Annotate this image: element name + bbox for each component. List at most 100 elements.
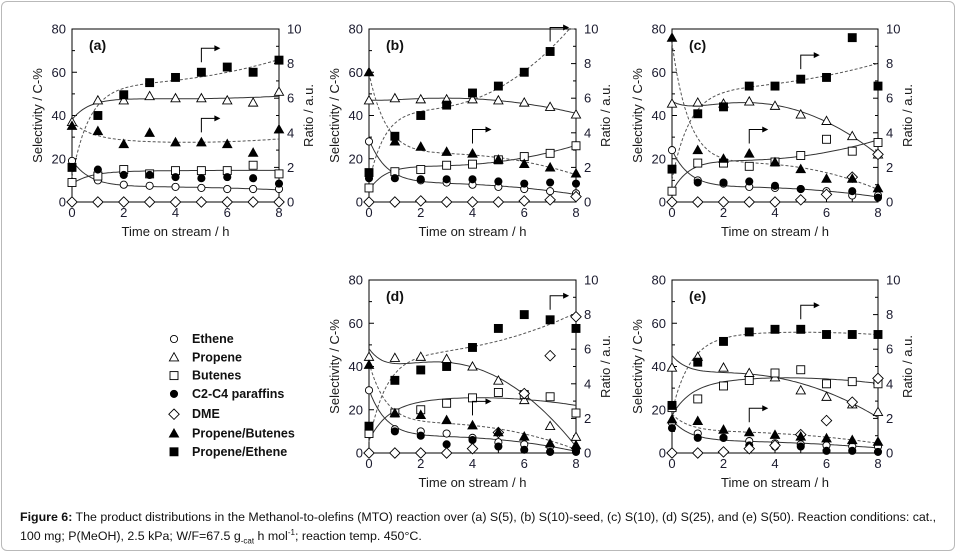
- point-butenes: [545, 392, 555, 402]
- y-tick-label: 60: [52, 65, 66, 80]
- x-axis-label: Time on stream / h: [419, 224, 527, 239]
- y2-tick-label: 6: [584, 91, 591, 106]
- point-propene-ethene: [390, 131, 400, 141]
- point-ethene: [223, 184, 232, 194]
- y-tick-label: 60: [652, 65, 666, 80]
- y-tick-label: 20: [349, 402, 363, 417]
- y2-tick-label: 2: [584, 160, 591, 175]
- point-propene-ethene: [171, 72, 180, 82]
- y-tick-label: 20: [652, 151, 666, 166]
- y-tick-label: 80: [349, 273, 363, 288]
- point-propene-butenes: [743, 148, 755, 158]
- point-propene-butenes: [795, 163, 807, 174]
- point-dme: [769, 439, 781, 452]
- point-propene-butenes: [389, 135, 401, 146]
- point-c2-c4-paraffins: [442, 440, 451, 449]
- point-c2-c4-paraffins: [667, 424, 677, 433]
- point-propene-ethene: [667, 164, 677, 174]
- right-axis-arrow-icon: [472, 398, 492, 416]
- y-tick-label: 40: [652, 108, 666, 123]
- x-tick-label: 2: [417, 456, 424, 471]
- point-propene-ethene: [519, 310, 529, 320]
- point-propene: [821, 115, 832, 125]
- point-c2-c4-paraffins: [796, 442, 805, 451]
- point-ethene: [442, 429, 451, 438]
- y-axis-label: Selectivity / C-%: [630, 68, 645, 163]
- panel-b: 0 20 40 60 80 0 2 4 6 8 10 0 2 4 6 8 Time on stream / h S…: [327, 22, 613, 240]
- y-tick-label: 40: [652, 359, 666, 374]
- point-propene-ethene: [822, 72, 831, 82]
- point-propene: [544, 101, 556, 111]
- point-butenes: [416, 165, 426, 175]
- right-axis-arrow-icon: [549, 292, 570, 310]
- x-tick-label: 8: [572, 205, 579, 220]
- y-tick-label: 0: [659, 195, 666, 210]
- point-butenes: [493, 388, 503, 397]
- legend-marker-propene-icon: [168, 351, 180, 362]
- point-butenes: [796, 151, 806, 160]
- legend-item-butenes: Butenes: [169, 369, 241, 383]
- legend: Ethene Propene Butenes C2-C4 paraffins DME Pr…: [168, 332, 295, 459]
- legend-label: Ethene: [192, 332, 234, 346]
- point-c2-c4-paraffins: [796, 184, 805, 194]
- point-dme: [92, 196, 104, 208]
- point-propene-butenes: [666, 32, 678, 42]
- point-butenes: [796, 365, 806, 375]
- x-tick-label: 8: [275, 205, 282, 220]
- point-c2-c4-paraffins: [571, 179, 581, 188]
- legend-item-c2-c4-paraffins: C2-C4 paraffins: [169, 387, 284, 401]
- point-propene-ethene: [416, 111, 426, 120]
- point-propene: [493, 375, 504, 385]
- point-propene: [467, 360, 478, 371]
- point-c2-c4-paraffins: [468, 435, 477, 445]
- panel-e: 0 20 40 60 80 0 2 4 6 8 10 0 2 4 6 8 Time on stream / h S…: [630, 273, 915, 491]
- point-propene-butenes: [544, 437, 556, 448]
- point-propene: [389, 92, 401, 103]
- point-butenes: [822, 379, 831, 389]
- y2-tick-label: 6: [287, 91, 294, 106]
- point-propene-butenes: [718, 153, 729, 163]
- y2-tick-label: 6: [886, 342, 893, 357]
- legend-label: Propene/Butenes: [192, 427, 295, 441]
- point-dme: [66, 196, 78, 208]
- point-propene-ethene: [519, 67, 529, 77]
- x-tick-label: 4: [469, 205, 476, 220]
- point-ethene: [364, 386, 374, 395]
- point-c2-c4-paraffins: [416, 431, 425, 440]
- point-propene-ethene: [545, 315, 555, 325]
- point-c2-c4-paraffins: [873, 193, 883, 202]
- right-axis-arrow-icon: [748, 405, 769, 423]
- point-propene-butenes: [692, 144, 704, 155]
- point-dme: [143, 196, 156, 208]
- right-axis-arrow-icon: [800, 52, 820, 70]
- legend-label: Butenes: [192, 369, 241, 383]
- point-dme: [570, 310, 582, 323]
- point-c2-c4-paraffins: [494, 177, 503, 186]
- point-dme: [544, 194, 556, 206]
- point-propene-ethene: [442, 362, 452, 371]
- point-c2-c4-paraffins: [822, 446, 831, 455]
- point-propene-butenes: [363, 359, 375, 369]
- point-propene-butenes: [196, 136, 207, 147]
- y2-tick-label: 0: [584, 195, 591, 210]
- y2-tick-label: 4: [584, 376, 591, 391]
- caption-label: Figure 6:: [20, 510, 73, 524]
- point-propene-butenes: [518, 158, 530, 168]
- point-ethene: [364, 137, 374, 146]
- point-dme: [820, 188, 833, 201]
- y2-tick-label: 6: [584, 342, 591, 357]
- point-propene: [570, 431, 582, 441]
- panel-label: (c): [689, 37, 706, 53]
- x-tick-label: 0: [365, 456, 372, 471]
- point-dme: [691, 447, 704, 459]
- point-propene: [441, 353, 452, 363]
- point-propene: [718, 362, 729, 372]
- point-dme: [169, 196, 182, 208]
- point-butenes: [468, 393, 477, 403]
- point-butenes: [667, 186, 677, 196]
- y2-axis-label: Ratio / a.u.: [598, 84, 613, 147]
- point-butenes: [744, 161, 754, 171]
- plot-area: [671, 28, 879, 203]
- x-axis-label: Time on stream / h: [122, 224, 230, 239]
